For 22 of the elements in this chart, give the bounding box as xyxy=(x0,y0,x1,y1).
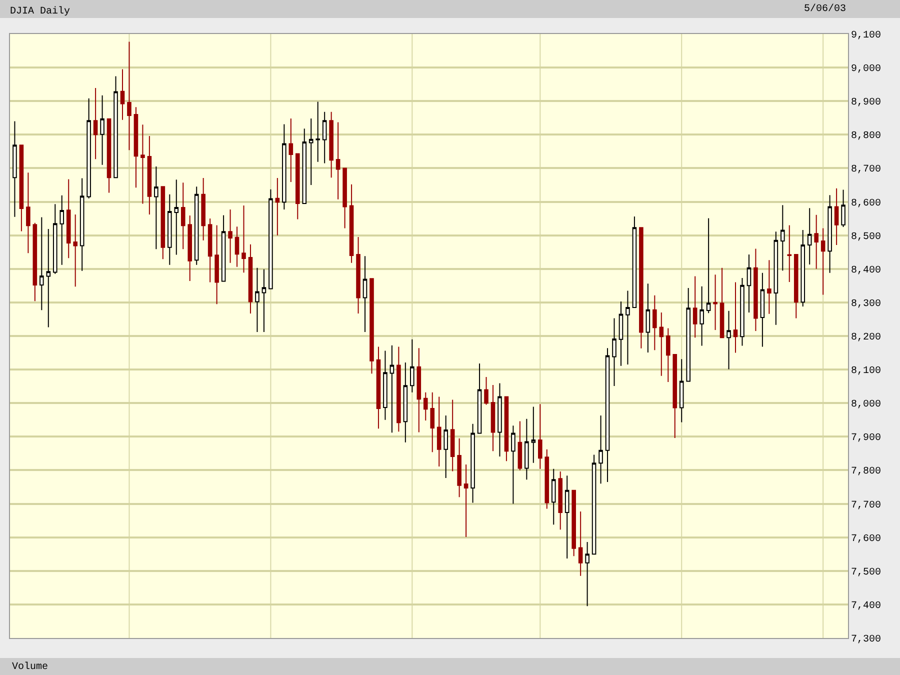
text: Volume xyxy=(12,661,48,673)
y-tick-label: 8,800 xyxy=(851,131,882,142)
y-tick-label: 8,700 xyxy=(851,164,882,176)
y-tick-label: 8,000 xyxy=(851,400,882,411)
y-tick-label: 7,900 xyxy=(851,433,882,444)
y-tick-label: 8,600 xyxy=(851,198,882,210)
y-tick-label: 7,700 xyxy=(851,500,882,512)
y-tick-label: 7,300 xyxy=(851,634,882,646)
y-tick-label: 8,100 xyxy=(851,366,882,378)
y-tick-label: 8,300 xyxy=(851,298,882,310)
y-tick-label: 9,000 xyxy=(851,64,882,76)
y-tick-label: 8,500 xyxy=(851,232,882,243)
y-tick-label: 9,100 xyxy=(851,30,882,42)
y-tick-label: 7,800 xyxy=(851,466,882,478)
y-tick-label: 8,900 xyxy=(851,98,882,109)
text: 5/06/03 xyxy=(804,3,846,15)
y-tick-label: 8,400 xyxy=(851,265,882,276)
y-tick-label: 7,600 xyxy=(851,534,882,545)
y-tick-label: 7,400 xyxy=(851,600,882,612)
y-tick-label: 8,200 xyxy=(851,332,882,344)
chart-title: DJIA Daily xyxy=(10,6,70,18)
y-tick-label: 7,500 xyxy=(851,567,882,578)
